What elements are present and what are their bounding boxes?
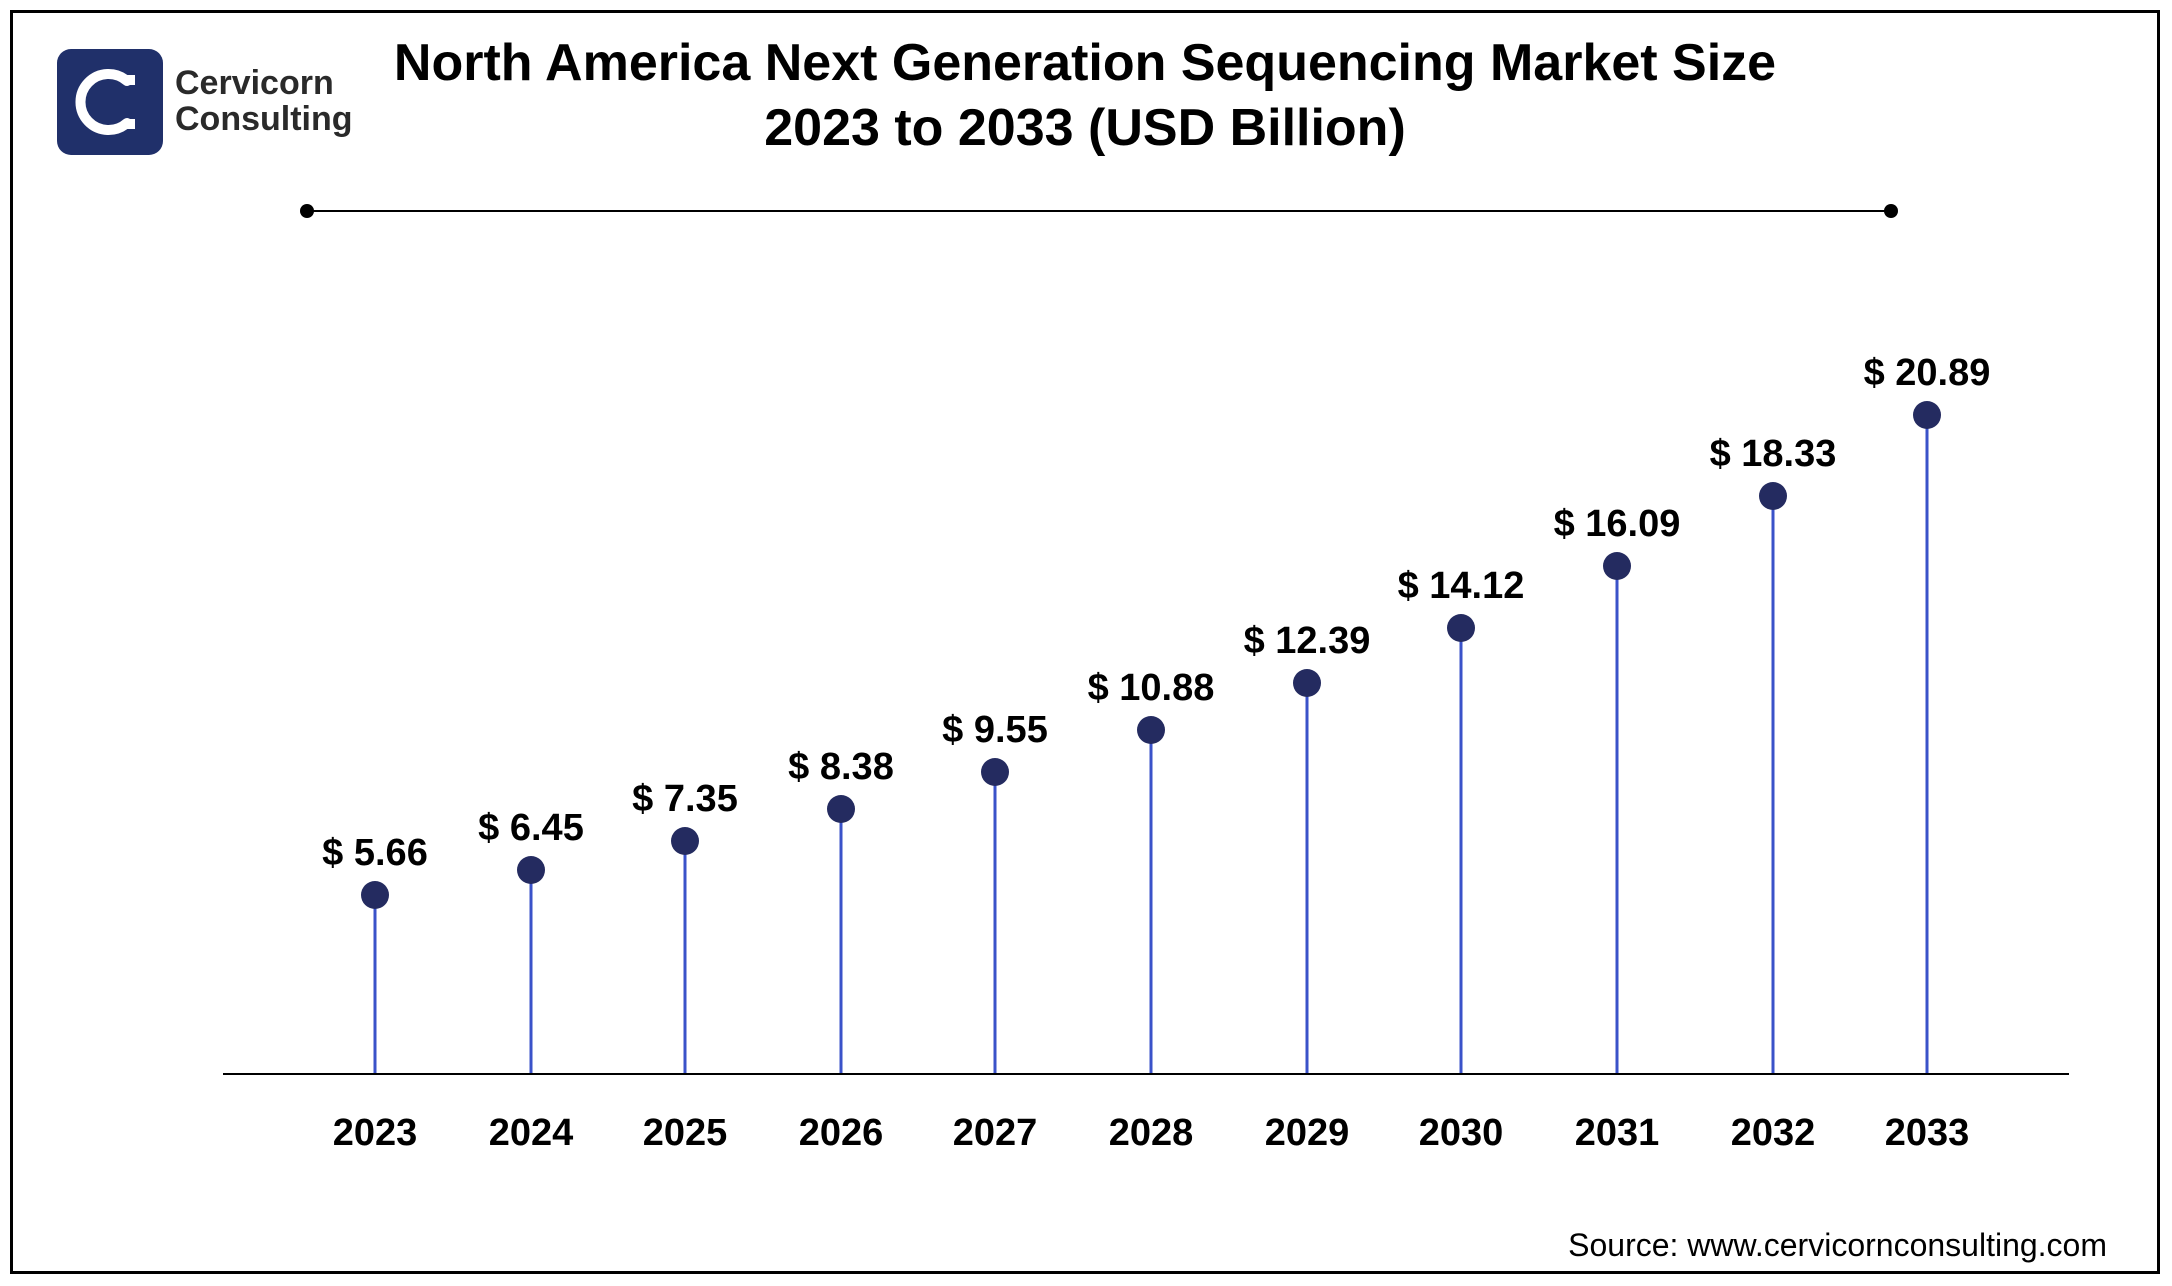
lollipop-dot-icon xyxy=(1137,716,1165,744)
lollipop-stem xyxy=(1150,730,1153,1073)
x-tick-label: 2024 xyxy=(489,1112,574,1155)
value-label: $ 9.55 xyxy=(942,709,1048,752)
lollipop-dot-icon xyxy=(361,881,389,909)
x-tick-label: 2029 xyxy=(1265,1112,1350,1155)
lollipop-stem xyxy=(1926,415,1929,1073)
x-tick-label: 2033 xyxy=(1885,1112,1970,1155)
x-tick-label: 2030 xyxy=(1419,1112,1504,1155)
lollipop-stem xyxy=(1616,566,1619,1073)
lollipop-dot-icon xyxy=(517,856,545,884)
value-label: $ 18.33 xyxy=(1710,433,1837,476)
value-label: $ 7.35 xyxy=(632,778,738,821)
x-tick-label: 2032 xyxy=(1731,1112,1816,1155)
lollipop-dot-icon xyxy=(1293,669,1321,697)
value-label: $ 12.39 xyxy=(1244,620,1371,663)
x-tick-label: 2025 xyxy=(643,1112,728,1155)
lollipop-stem xyxy=(994,772,997,1073)
value-label: $ 5.66 xyxy=(322,832,428,875)
value-label: $ 20.89 xyxy=(1864,352,1991,395)
x-tick-label: 2031 xyxy=(1575,1112,1660,1155)
lollipop-dot-icon xyxy=(1913,401,1941,429)
lollipop-stem xyxy=(840,809,843,1073)
value-label: $ 16.09 xyxy=(1554,503,1681,546)
lollipop-stem xyxy=(530,870,533,1073)
lollipop-stem xyxy=(1772,496,1775,1073)
lollipop-dot-icon xyxy=(1447,614,1475,642)
value-label: $ 14.12 xyxy=(1398,565,1525,608)
chart-frame: Cervicorn Consulting North America Next … xyxy=(10,10,2160,1274)
lollipop-dot-icon xyxy=(981,758,1009,786)
x-tick-label: 2028 xyxy=(1109,1112,1194,1155)
x-tick-label: 2023 xyxy=(333,1112,418,1155)
value-label: $ 6.45 xyxy=(478,807,584,850)
source-attribution: Source: www.cervicornconsulting.com xyxy=(1568,1227,2107,1264)
x-tick-label: 2027 xyxy=(953,1112,1038,1155)
value-label: $ 10.88 xyxy=(1088,667,1215,710)
lollipop-stem xyxy=(1306,683,1309,1073)
lollipop-stem xyxy=(1460,628,1463,1073)
lollipop-dot-icon xyxy=(827,795,855,823)
lollipop-stem xyxy=(684,841,687,1073)
lollipop-dot-icon xyxy=(1759,482,1787,510)
x-tick-label: 2026 xyxy=(799,1112,884,1155)
x-axis-line xyxy=(223,1073,2069,1075)
lollipop-dot-icon xyxy=(671,827,699,855)
lollipop-dot-icon xyxy=(1603,552,1631,580)
lollipop-chart: $ 5.66 2023 $ 6.45 2024 $ 7.35 2025 $ 8.38 2026… xyxy=(13,13,2157,1271)
lollipop-stem xyxy=(374,895,377,1073)
value-label: $ 8.38 xyxy=(788,746,894,789)
